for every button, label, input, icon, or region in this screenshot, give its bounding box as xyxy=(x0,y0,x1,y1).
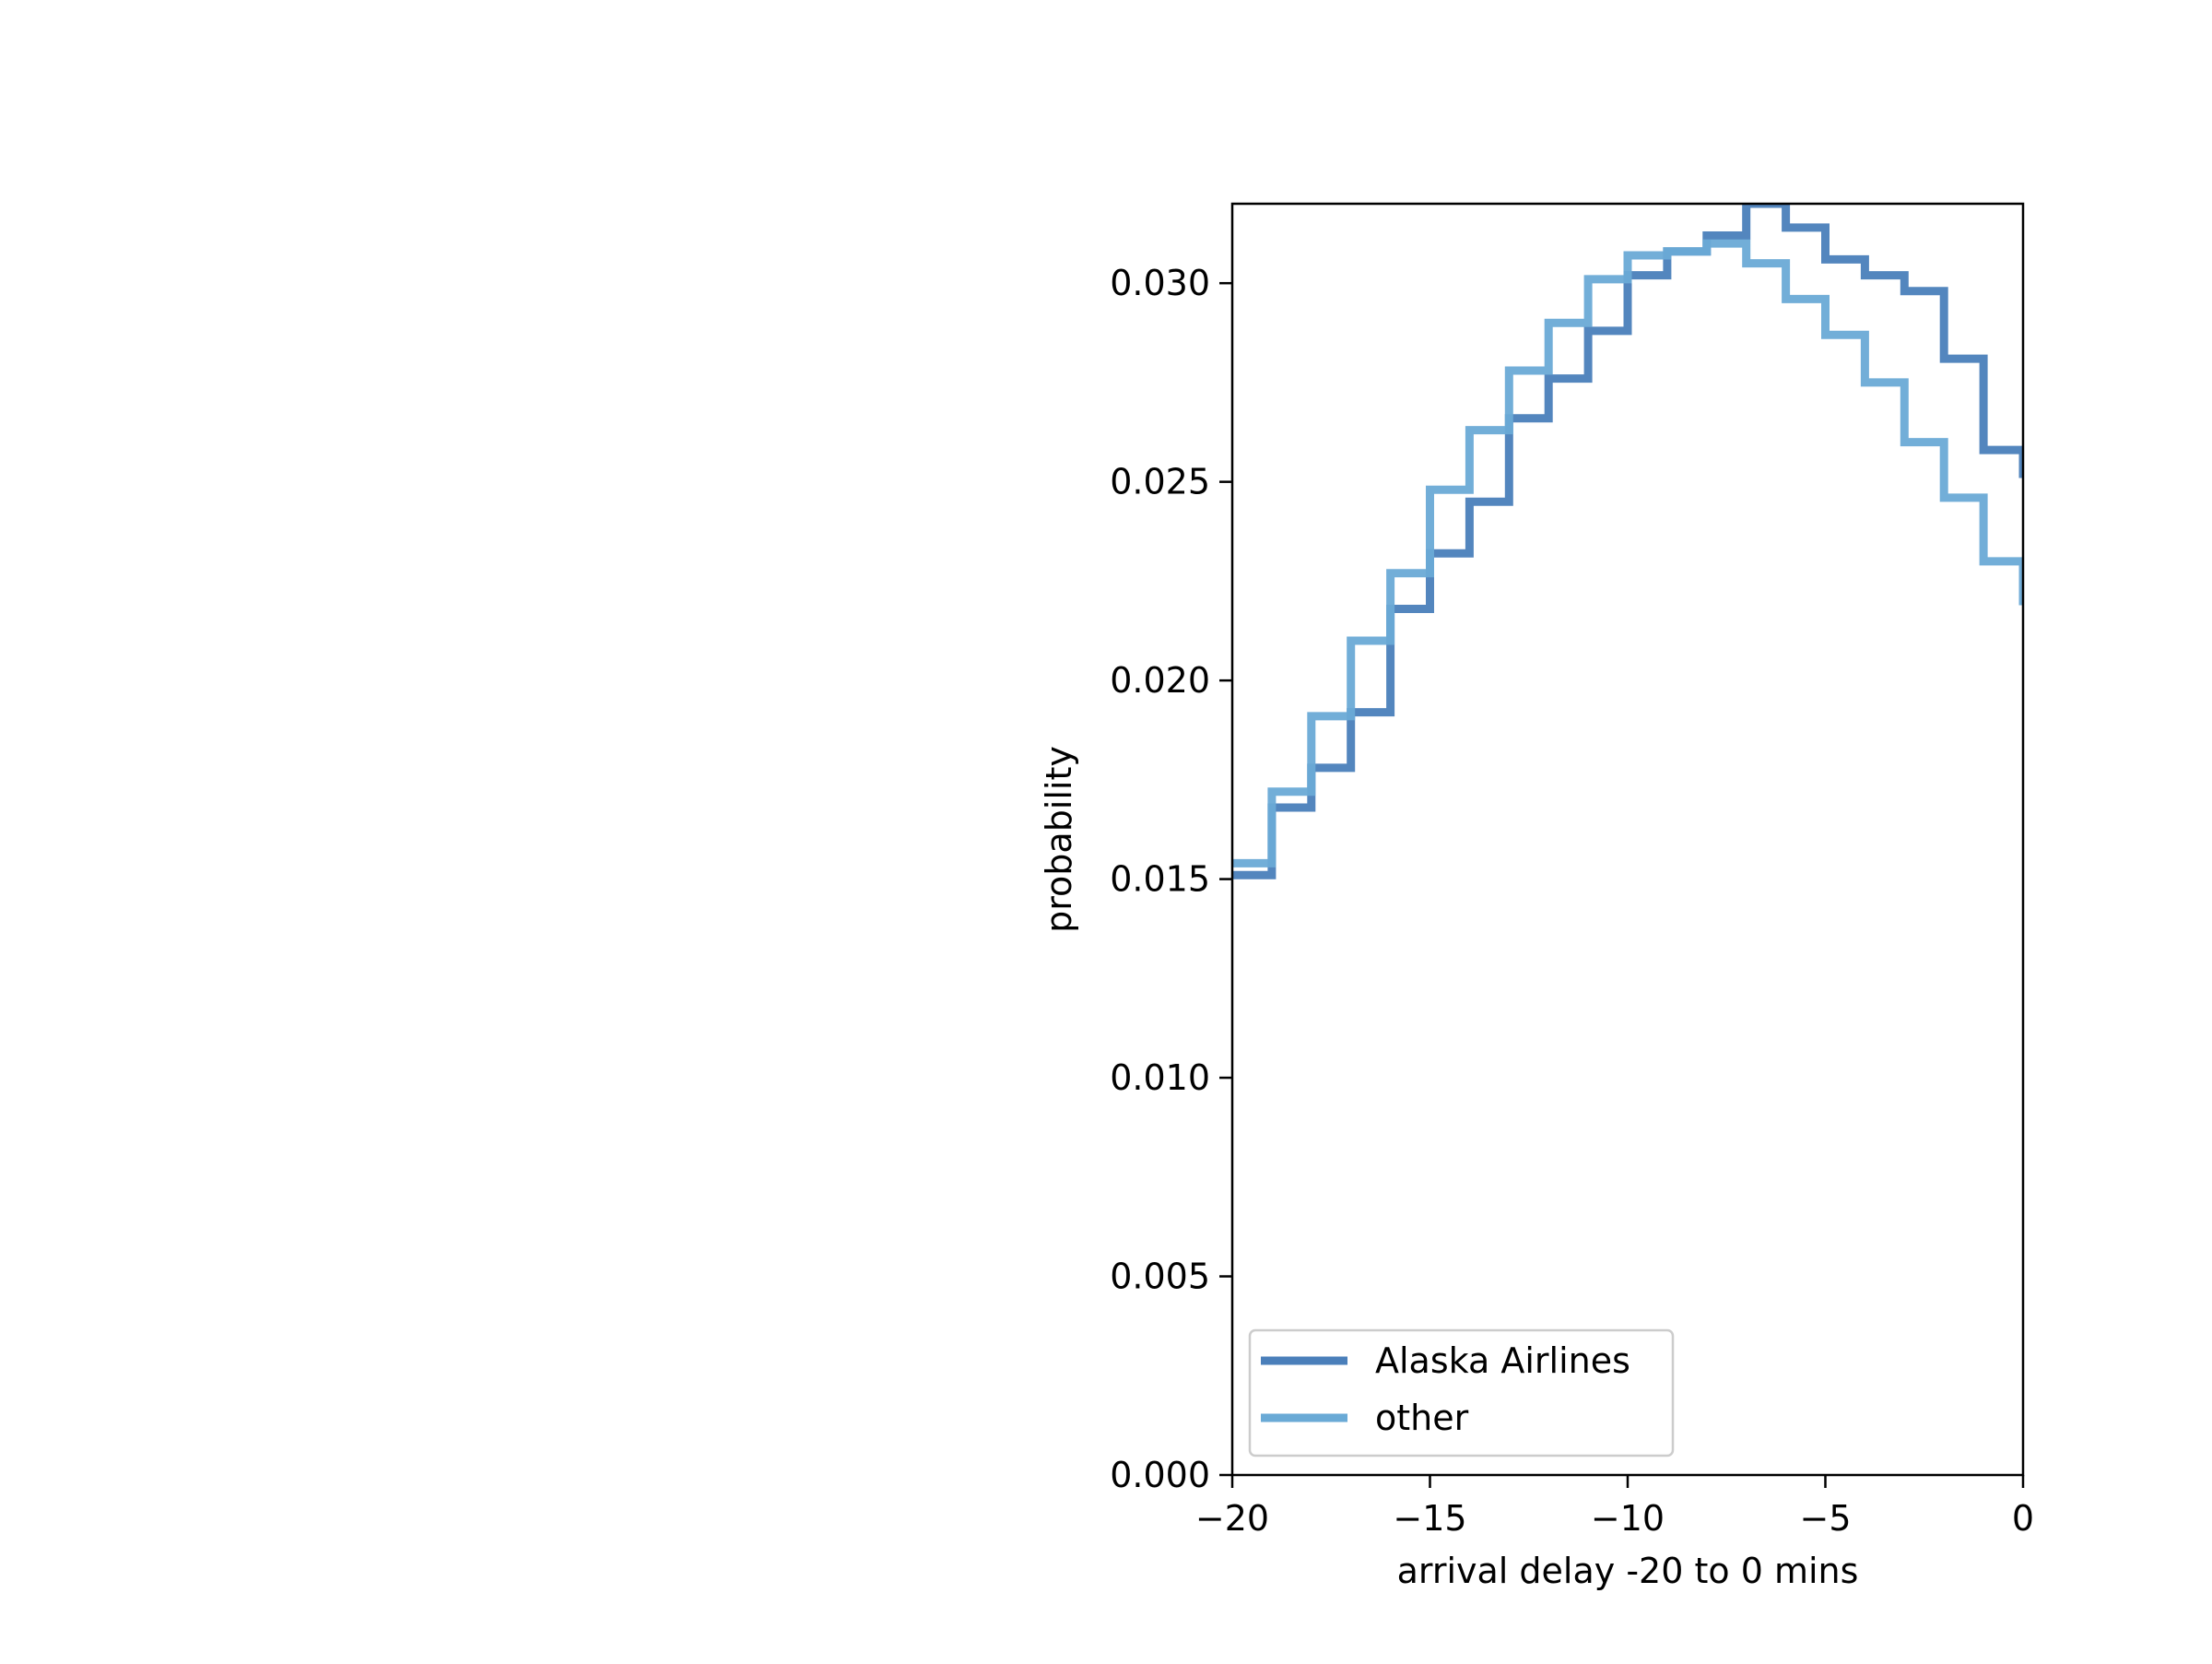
y-tick-label: 0.005 xyxy=(1110,1257,1210,1297)
y-tick-label: 0.010 xyxy=(1110,1057,1210,1098)
y-tick-label: 0.025 xyxy=(1110,462,1210,502)
x-tick-label: −5 xyxy=(1799,1498,1851,1539)
series-line-alaska-airlines xyxy=(1232,204,2023,879)
x-axis-label: arrival delay -20 to 0 mins xyxy=(1397,1551,1859,1591)
axes-layer: −20 −15 −10 −5 0 0.000 0.005 0.010 0.015 0.020 0.0… xyxy=(1110,202,2034,1539)
y-tick-label: 0.015 xyxy=(1110,859,1210,900)
x-tick-label: −15 xyxy=(1393,1498,1466,1539)
series-line-other xyxy=(1232,239,2023,867)
legend-label: other xyxy=(1375,1398,1469,1438)
y-axis-label: probability xyxy=(1039,746,1079,933)
legend-box xyxy=(1248,1328,1675,1457)
x-tick-label: 0 xyxy=(2012,1498,2034,1539)
legend: Alaska Airlines other xyxy=(1248,1328,1675,1457)
series-layer xyxy=(1232,204,2023,879)
y-tick-label: 0.000 xyxy=(1110,1455,1210,1495)
x-tick-label: −20 xyxy=(1195,1498,1269,1539)
y-tick-label: 0.030 xyxy=(1110,263,1210,303)
x-tick-label: −10 xyxy=(1591,1498,1665,1539)
y-tick-label: 0.020 xyxy=(1110,660,1210,701)
legend-label: Alaska Airlines xyxy=(1375,1340,1630,1381)
